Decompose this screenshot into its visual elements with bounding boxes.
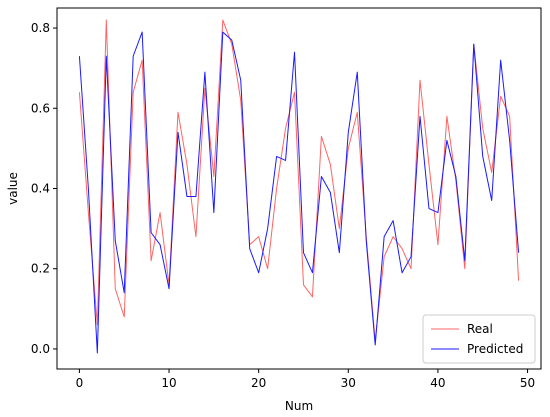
x-tick-label: 10	[161, 376, 176, 390]
legend-label-real: Real	[467, 322, 493, 336]
x-tick-label: 40	[430, 376, 445, 390]
legend: Real Predicted	[422, 314, 536, 364]
x-axis-label: Num	[285, 399, 313, 413]
y-tick-label: 0.6	[31, 101, 50, 115]
axes-frame	[56, 7, 542, 370]
y-tick-label: 0.4	[31, 182, 50, 196]
series-layer	[78, 19, 520, 354]
legend-label-predicted: Predicted	[467, 342, 523, 356]
y-tick-label: 0.8	[31, 21, 50, 35]
y-tick-label: 0.0	[31, 342, 50, 356]
series-line-real	[78, 19, 520, 342]
legend-box	[422, 314, 536, 364]
ticks-layer: 0 10 20 30 40 50 0.0 0.2 0.4 0.6 0.8	[31, 21, 535, 390]
series-line-predicted	[78, 31, 520, 354]
y-tick-label: 0.2	[31, 262, 50, 276]
x-tick-label: 20	[251, 376, 266, 390]
x-tick-label: 30	[341, 376, 356, 390]
y-axis-label: value	[6, 172, 20, 205]
x-tick-label: 0	[76, 376, 84, 390]
x-tick-label: 50	[520, 376, 535, 390]
